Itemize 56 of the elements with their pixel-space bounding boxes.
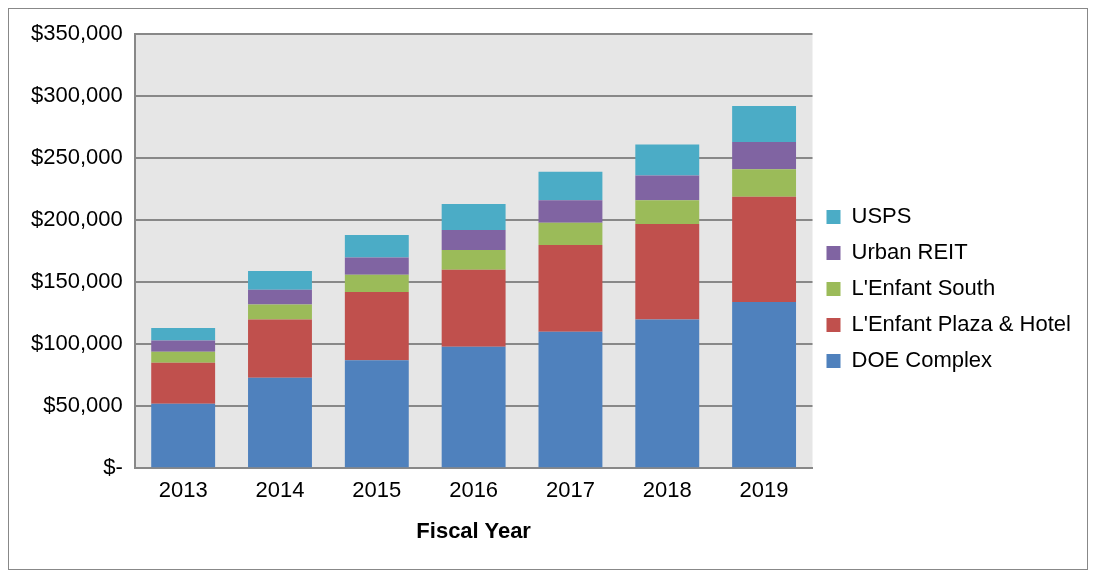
bar: [441, 230, 506, 250]
y-tick-label: $100,000: [30, 330, 123, 356]
x-tick-label: 2013: [158, 477, 208, 503]
y-tick-label: $-: [103, 454, 123, 480]
x-tick-label: 2017: [545, 477, 595, 503]
bar: [635, 200, 700, 224]
bar: [441, 249, 506, 270]
bar: [151, 328, 216, 341]
bar: [732, 142, 797, 170]
x-tick-label: 2016: [449, 477, 499, 503]
bar: [151, 362, 216, 404]
legend-label: L'Enfant South: [851, 275, 996, 301]
x-axis-title: Fiscal Year: [416, 517, 532, 543]
bar: [248, 271, 312, 290]
bar: [248, 304, 312, 320]
bar: [732, 106, 797, 143]
bar: [151, 403, 216, 468]
x-tick-label: 2014: [255, 477, 305, 503]
legend-label: Urban REIT: [851, 239, 968, 265]
y-tick-label: $250,000: [30, 144, 123, 170]
legend-label: USPS: [851, 203, 912, 229]
bar: [635, 144, 700, 176]
bar: [441, 204, 506, 231]
bar: [538, 171, 603, 201]
bar: [538, 331, 603, 468]
x-tick-label: 2015: [352, 477, 402, 503]
y-tick-label: $300,000: [30, 82, 123, 108]
bar: [538, 245, 603, 332]
bar: [635, 319, 700, 468]
bar: [248, 319, 312, 378]
bar: [732, 169, 797, 197]
y-tick-label: $150,000: [30, 268, 123, 294]
x-tick-label: 2018: [642, 477, 692, 503]
bar: [248, 289, 312, 305]
bar: [344, 257, 409, 275]
bar: [441, 269, 506, 347]
bar: [635, 175, 700, 201]
legend-label: L'Enfant Plaza & Hotel: [851, 311, 1071, 337]
bar: [151, 351, 216, 363]
bar: [441, 346, 506, 468]
bar: [344, 292, 409, 361]
bar: [635, 223, 700, 320]
bar: [344, 235, 409, 258]
bar: [151, 340, 216, 352]
legend-label: DOE Complex: [851, 347, 993, 373]
bar: [732, 196, 797, 303]
bar: [344, 274, 409, 293]
bar: [732, 302, 797, 468]
bar: [344, 360, 409, 468]
bar: [538, 222, 603, 245]
bar: [248, 377, 312, 468]
bar: [538, 200, 603, 223]
y-tick-label: $200,000: [30, 206, 123, 232]
x-tick-label: 2019: [739, 477, 789, 503]
y-tick-label: $350,000: [30, 20, 123, 46]
y-tick-label: $50,000: [43, 392, 123, 418]
